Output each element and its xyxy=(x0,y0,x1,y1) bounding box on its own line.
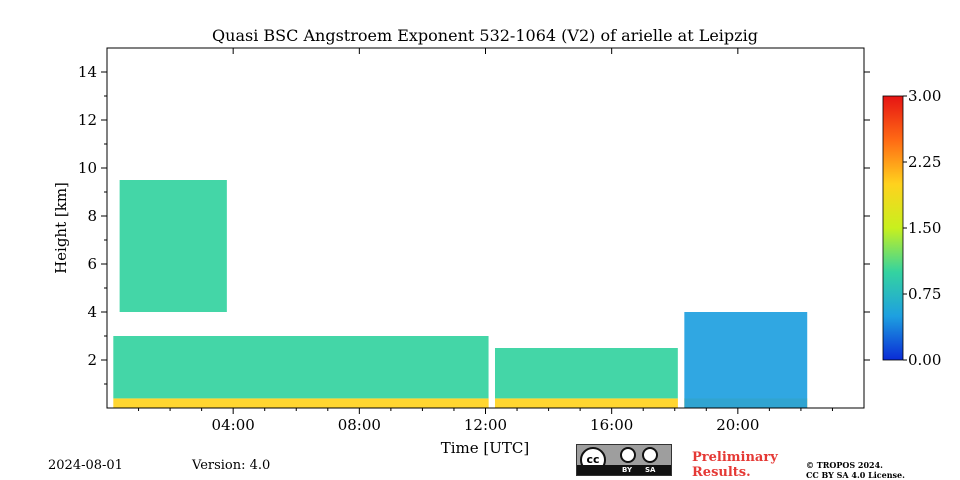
x-tick-label: 04:00 xyxy=(212,416,255,434)
attribution-icon xyxy=(620,447,636,463)
preliminary-notice: Preliminary Results. xyxy=(692,450,778,480)
x-tick-label: 08:00 xyxy=(338,416,381,434)
x-axis-label: Time [UTC] xyxy=(441,439,530,457)
cc-license-badge: cc BY SA xyxy=(576,444,672,476)
y-tick-label: 10 xyxy=(78,159,97,177)
colorbar-tick-label: 0.75 xyxy=(908,285,941,303)
heatmap-region xyxy=(113,336,489,399)
y-axis: 2 4 6 8 10 12 14 xyxy=(78,63,870,385)
data-gap xyxy=(677,48,685,408)
x-tick-label: 16:00 xyxy=(590,416,633,434)
cc-sa-label: SA xyxy=(645,466,656,474)
chart-title: Quasi BSC Angstroem Exponent 532-1064 (V… xyxy=(212,26,758,45)
y-tick-label: 12 xyxy=(78,111,97,129)
y-tick-label: 6 xyxy=(87,255,97,273)
share-alike-icon xyxy=(642,447,658,463)
colorbar-tick-label: 2.25 xyxy=(908,153,941,171)
date-label: 2024-08-01 xyxy=(48,458,123,473)
heatmap-region xyxy=(684,312,808,408)
colorbar-ticks: 0.00 0.75 1.50 2.25 3.00 xyxy=(903,87,941,369)
heatmap-layer xyxy=(113,48,808,408)
heatmap-region xyxy=(113,398,808,408)
x-axis: 04:00 08:00 12:00 16:00 20:00 xyxy=(138,48,833,434)
colorbar-tick-label: 1.50 xyxy=(908,219,941,237)
preliminary-line2: Results. xyxy=(692,465,751,480)
copyright-notice: © TROPOS 2024. CC BY SA 4.0 License. xyxy=(806,460,905,480)
version-label: Version: 4.0 xyxy=(192,458,271,473)
y-tick-label: 14 xyxy=(78,63,97,81)
y-tick-label: 8 xyxy=(87,207,97,225)
cc-by-label: BY xyxy=(622,466,633,474)
y-axis-label: Height [km] xyxy=(52,182,70,274)
preliminary-line1: Preliminary xyxy=(692,450,778,465)
heatmap-region xyxy=(494,348,678,399)
data-gap xyxy=(488,48,495,408)
y-tick-label: 2 xyxy=(87,351,97,369)
copyright-line2: CC BY SA 4.0 License. xyxy=(806,470,905,480)
y-tick-label: 4 xyxy=(87,303,97,321)
cc-badge-bar xyxy=(577,465,671,475)
x-tick-label: 20:00 xyxy=(716,416,759,434)
colorbar-tick-label: 0.00 xyxy=(908,351,941,369)
colorbar-tick-label: 3.00 xyxy=(908,87,941,105)
copyright-line1: © TROPOS 2024. xyxy=(806,460,883,470)
heatmap-region xyxy=(119,180,227,312)
x-tick-label: 12:00 xyxy=(464,416,507,434)
colorbar xyxy=(882,95,904,361)
